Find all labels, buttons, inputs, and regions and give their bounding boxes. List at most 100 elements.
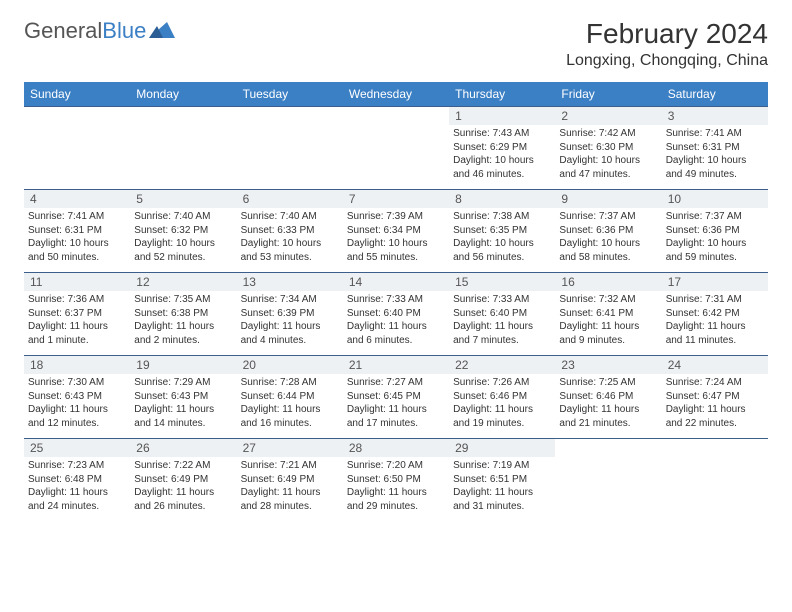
day-detail-text: Sunrise: 7:40 AMSunset: 6:33 PMDaylight:… [241, 210, 339, 264]
day-number-cell: 25 [24, 439, 130, 458]
title-block: February 2024 Longxing, Chongqing, China [566, 18, 768, 70]
day-detail-row: Sunrise: 7:23 AMSunset: 6:48 PMDaylight:… [24, 457, 768, 521]
day-detail-text: Sunrise: 7:33 AMSunset: 6:40 PMDaylight:… [347, 293, 445, 347]
day-number-cell [343, 107, 449, 126]
day-number-cell: 12 [130, 273, 236, 292]
day-detail-cell: Sunrise: 7:35 AMSunset: 6:38 PMDaylight:… [130, 291, 236, 356]
weekday-header: Monday [130, 82, 236, 107]
day-number-cell: 10 [662, 190, 768, 209]
day-detail-text: Sunrise: 7:27 AMSunset: 6:45 PMDaylight:… [347, 376, 445, 430]
day-number-cell [24, 107, 130, 126]
logo-text-blue: Blue [102, 18, 146, 44]
day-detail-text: Sunrise: 7:38 AMSunset: 6:35 PMDaylight:… [453, 210, 551, 264]
day-detail-cell: Sunrise: 7:38 AMSunset: 6:35 PMDaylight:… [449, 208, 555, 273]
day-detail-cell: Sunrise: 7:40 AMSunset: 6:32 PMDaylight:… [130, 208, 236, 273]
day-detail-cell: Sunrise: 7:36 AMSunset: 6:37 PMDaylight:… [24, 291, 130, 356]
day-detail-text: Sunrise: 7:22 AMSunset: 6:49 PMDaylight:… [134, 459, 232, 513]
day-detail-cell: Sunrise: 7:29 AMSunset: 6:43 PMDaylight:… [130, 374, 236, 439]
logo-text-general: General [24, 18, 102, 44]
day-detail-cell: Sunrise: 7:33 AMSunset: 6:40 PMDaylight:… [449, 291, 555, 356]
weekday-header: Thursday [449, 82, 555, 107]
day-detail-text: Sunrise: 7:26 AMSunset: 6:46 PMDaylight:… [453, 376, 551, 430]
day-detail-text: Sunrise: 7:21 AMSunset: 6:49 PMDaylight:… [241, 459, 339, 513]
day-detail-text: Sunrise: 7:41 AMSunset: 6:31 PMDaylight:… [666, 127, 764, 181]
day-detail-cell: Sunrise: 7:33 AMSunset: 6:40 PMDaylight:… [343, 291, 449, 356]
day-number-cell: 6 [237, 190, 343, 209]
day-detail-cell: Sunrise: 7:21 AMSunset: 6:49 PMDaylight:… [237, 457, 343, 521]
day-number-cell: 2 [555, 107, 661, 126]
location-label: Longxing, Chongqing, China [566, 52, 768, 70]
day-detail-cell: Sunrise: 7:26 AMSunset: 6:46 PMDaylight:… [449, 374, 555, 439]
day-detail-cell: Sunrise: 7:30 AMSunset: 6:43 PMDaylight:… [24, 374, 130, 439]
day-number-cell: 4 [24, 190, 130, 209]
day-detail-text: Sunrise: 7:29 AMSunset: 6:43 PMDaylight:… [134, 376, 232, 430]
day-number-cell: 13 [237, 273, 343, 292]
logo: GeneralBlue [24, 18, 175, 44]
day-detail-cell: Sunrise: 7:25 AMSunset: 6:46 PMDaylight:… [555, 374, 661, 439]
day-detail-cell: Sunrise: 7:31 AMSunset: 6:42 PMDaylight:… [662, 291, 768, 356]
day-detail-cell: Sunrise: 7:42 AMSunset: 6:30 PMDaylight:… [555, 125, 661, 190]
day-detail-cell [555, 457, 661, 521]
day-detail-cell: Sunrise: 7:28 AMSunset: 6:44 PMDaylight:… [237, 374, 343, 439]
day-detail-cell: Sunrise: 7:41 AMSunset: 6:31 PMDaylight:… [662, 125, 768, 190]
day-number-cell: 14 [343, 273, 449, 292]
day-detail-cell: Sunrise: 7:37 AMSunset: 6:36 PMDaylight:… [662, 208, 768, 273]
day-number-cell: 16 [555, 273, 661, 292]
day-detail-cell: Sunrise: 7:34 AMSunset: 6:39 PMDaylight:… [237, 291, 343, 356]
day-number-cell: 11 [24, 273, 130, 292]
day-detail-cell [24, 125, 130, 190]
day-detail-cell [130, 125, 236, 190]
day-detail-row: Sunrise: 7:30 AMSunset: 6:43 PMDaylight:… [24, 374, 768, 439]
day-detail-text: Sunrise: 7:19 AMSunset: 6:51 PMDaylight:… [453, 459, 551, 513]
day-detail-text: Sunrise: 7:37 AMSunset: 6:36 PMDaylight:… [559, 210, 657, 264]
day-number-row: 123 [24, 107, 768, 126]
day-detail-text: Sunrise: 7:36 AMSunset: 6:37 PMDaylight:… [28, 293, 126, 347]
day-detail-text: Sunrise: 7:30 AMSunset: 6:43 PMDaylight:… [28, 376, 126, 430]
month-title: February 2024 [566, 18, 768, 50]
day-number-cell: 27 [237, 439, 343, 458]
day-detail-cell: Sunrise: 7:22 AMSunset: 6:49 PMDaylight:… [130, 457, 236, 521]
day-detail-row: Sunrise: 7:36 AMSunset: 6:37 PMDaylight:… [24, 291, 768, 356]
day-detail-cell: Sunrise: 7:40 AMSunset: 6:33 PMDaylight:… [237, 208, 343, 273]
day-detail-cell [237, 125, 343, 190]
day-detail-cell: Sunrise: 7:37 AMSunset: 6:36 PMDaylight:… [555, 208, 661, 273]
day-detail-cell: Sunrise: 7:43 AMSunset: 6:29 PMDaylight:… [449, 125, 555, 190]
day-number-cell [237, 107, 343, 126]
day-detail-text: Sunrise: 7:25 AMSunset: 6:46 PMDaylight:… [559, 376, 657, 430]
day-detail-text: Sunrise: 7:32 AMSunset: 6:41 PMDaylight:… [559, 293, 657, 347]
day-detail-row: Sunrise: 7:41 AMSunset: 6:31 PMDaylight:… [24, 208, 768, 273]
day-number-cell: 7 [343, 190, 449, 209]
day-number-cell: 17 [662, 273, 768, 292]
day-number-cell: 29 [449, 439, 555, 458]
weekday-header: Sunday [24, 82, 130, 107]
day-number-cell: 26 [130, 439, 236, 458]
day-number-cell: 23 [555, 356, 661, 375]
day-detail-cell [662, 457, 768, 521]
day-detail-cell [343, 125, 449, 190]
day-number-cell: 20 [237, 356, 343, 375]
day-number-cell: 28 [343, 439, 449, 458]
day-number-row: 18192021222324 [24, 356, 768, 375]
day-number-cell [555, 439, 661, 458]
day-detail-text: Sunrise: 7:28 AMSunset: 6:44 PMDaylight:… [241, 376, 339, 430]
day-detail-cell: Sunrise: 7:23 AMSunset: 6:48 PMDaylight:… [24, 457, 130, 521]
day-number-cell: 19 [130, 356, 236, 375]
day-detail-text: Sunrise: 7:24 AMSunset: 6:47 PMDaylight:… [666, 376, 764, 430]
day-number-cell: 21 [343, 356, 449, 375]
page-header: GeneralBlue February 2024 Longxing, Chon… [24, 18, 768, 70]
day-number-cell: 1 [449, 107, 555, 126]
day-number-cell: 22 [449, 356, 555, 375]
day-number-row: 45678910 [24, 190, 768, 209]
calendar-table: SundayMondayTuesdayWednesdayThursdayFrid… [24, 82, 768, 521]
day-number-row: 11121314151617 [24, 273, 768, 292]
day-detail-text: Sunrise: 7:39 AMSunset: 6:34 PMDaylight:… [347, 210, 445, 264]
day-detail-text: Sunrise: 7:40 AMSunset: 6:32 PMDaylight:… [134, 210, 232, 264]
day-number-row: 2526272829 [24, 439, 768, 458]
day-number-cell: 24 [662, 356, 768, 375]
day-detail-row: Sunrise: 7:43 AMSunset: 6:29 PMDaylight:… [24, 125, 768, 190]
day-detail-cell: Sunrise: 7:39 AMSunset: 6:34 PMDaylight:… [343, 208, 449, 273]
day-number-cell: 9 [555, 190, 661, 209]
day-detail-text: Sunrise: 7:43 AMSunset: 6:29 PMDaylight:… [453, 127, 551, 181]
day-detail-text: Sunrise: 7:33 AMSunset: 6:40 PMDaylight:… [453, 293, 551, 347]
weekday-header: Wednesday [343, 82, 449, 107]
